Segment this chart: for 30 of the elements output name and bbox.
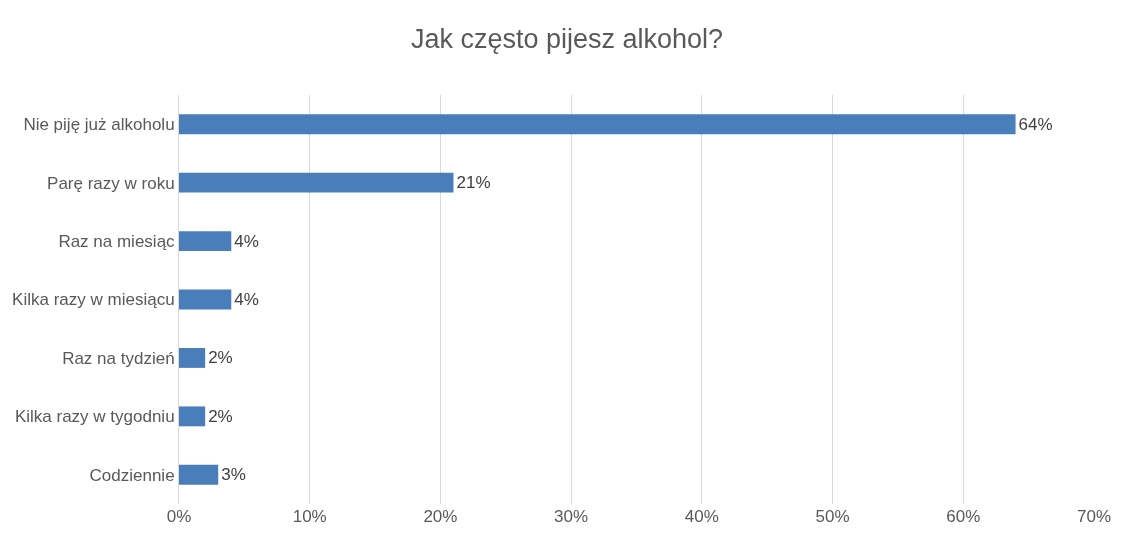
x-tick-label: 0%	[166, 507, 192, 526]
bar	[179, 231, 232, 251]
bar	[179, 464, 219, 485]
bar	[179, 172, 454, 193]
data-label: 4%	[234, 290, 259, 309]
y-tick-label: Raz na tydzień	[62, 348, 175, 368]
x-tick-label: 60%	[946, 507, 981, 526]
bar	[179, 406, 206, 427]
bar	[179, 348, 206, 368]
data-label: 3%	[221, 465, 246, 485]
bar	[179, 289, 232, 310]
x-tick-label: 70%	[1076, 507, 1112, 526]
x-tick-label: 40%	[684, 507, 719, 526]
y-tick-label: Kilka razy w miesiącu	[12, 290, 175, 310]
y-tick-label: Codziennie	[89, 465, 175, 485]
bar	[179, 114, 1016, 135]
y-tick-label: Kilka razy w tygodniu	[14, 407, 175, 427]
x-tick-label: 30%	[554, 507, 589, 526]
data-label: 2%	[208, 406, 233, 426]
y-tick-label: Raz na miesiąc	[58, 232, 176, 252]
data-label: 64%	[1018, 114, 1053, 134]
data-label: 4%	[234, 231, 259, 251]
data-label: 2%	[208, 348, 233, 368]
data-label: 21%	[456, 173, 491, 193]
y-tick-label: Parę razy w roku	[47, 173, 175, 193]
x-tick-label: 20%	[423, 507, 458, 526]
x-tick-label: 10%	[292, 507, 327, 526]
x-tick-label: 50%	[815, 507, 850, 526]
chart-title: Jak często pijesz alkohol?	[410, 23, 724, 54]
y-tick-label: Nie piję już alkoholu	[23, 115, 175, 135]
